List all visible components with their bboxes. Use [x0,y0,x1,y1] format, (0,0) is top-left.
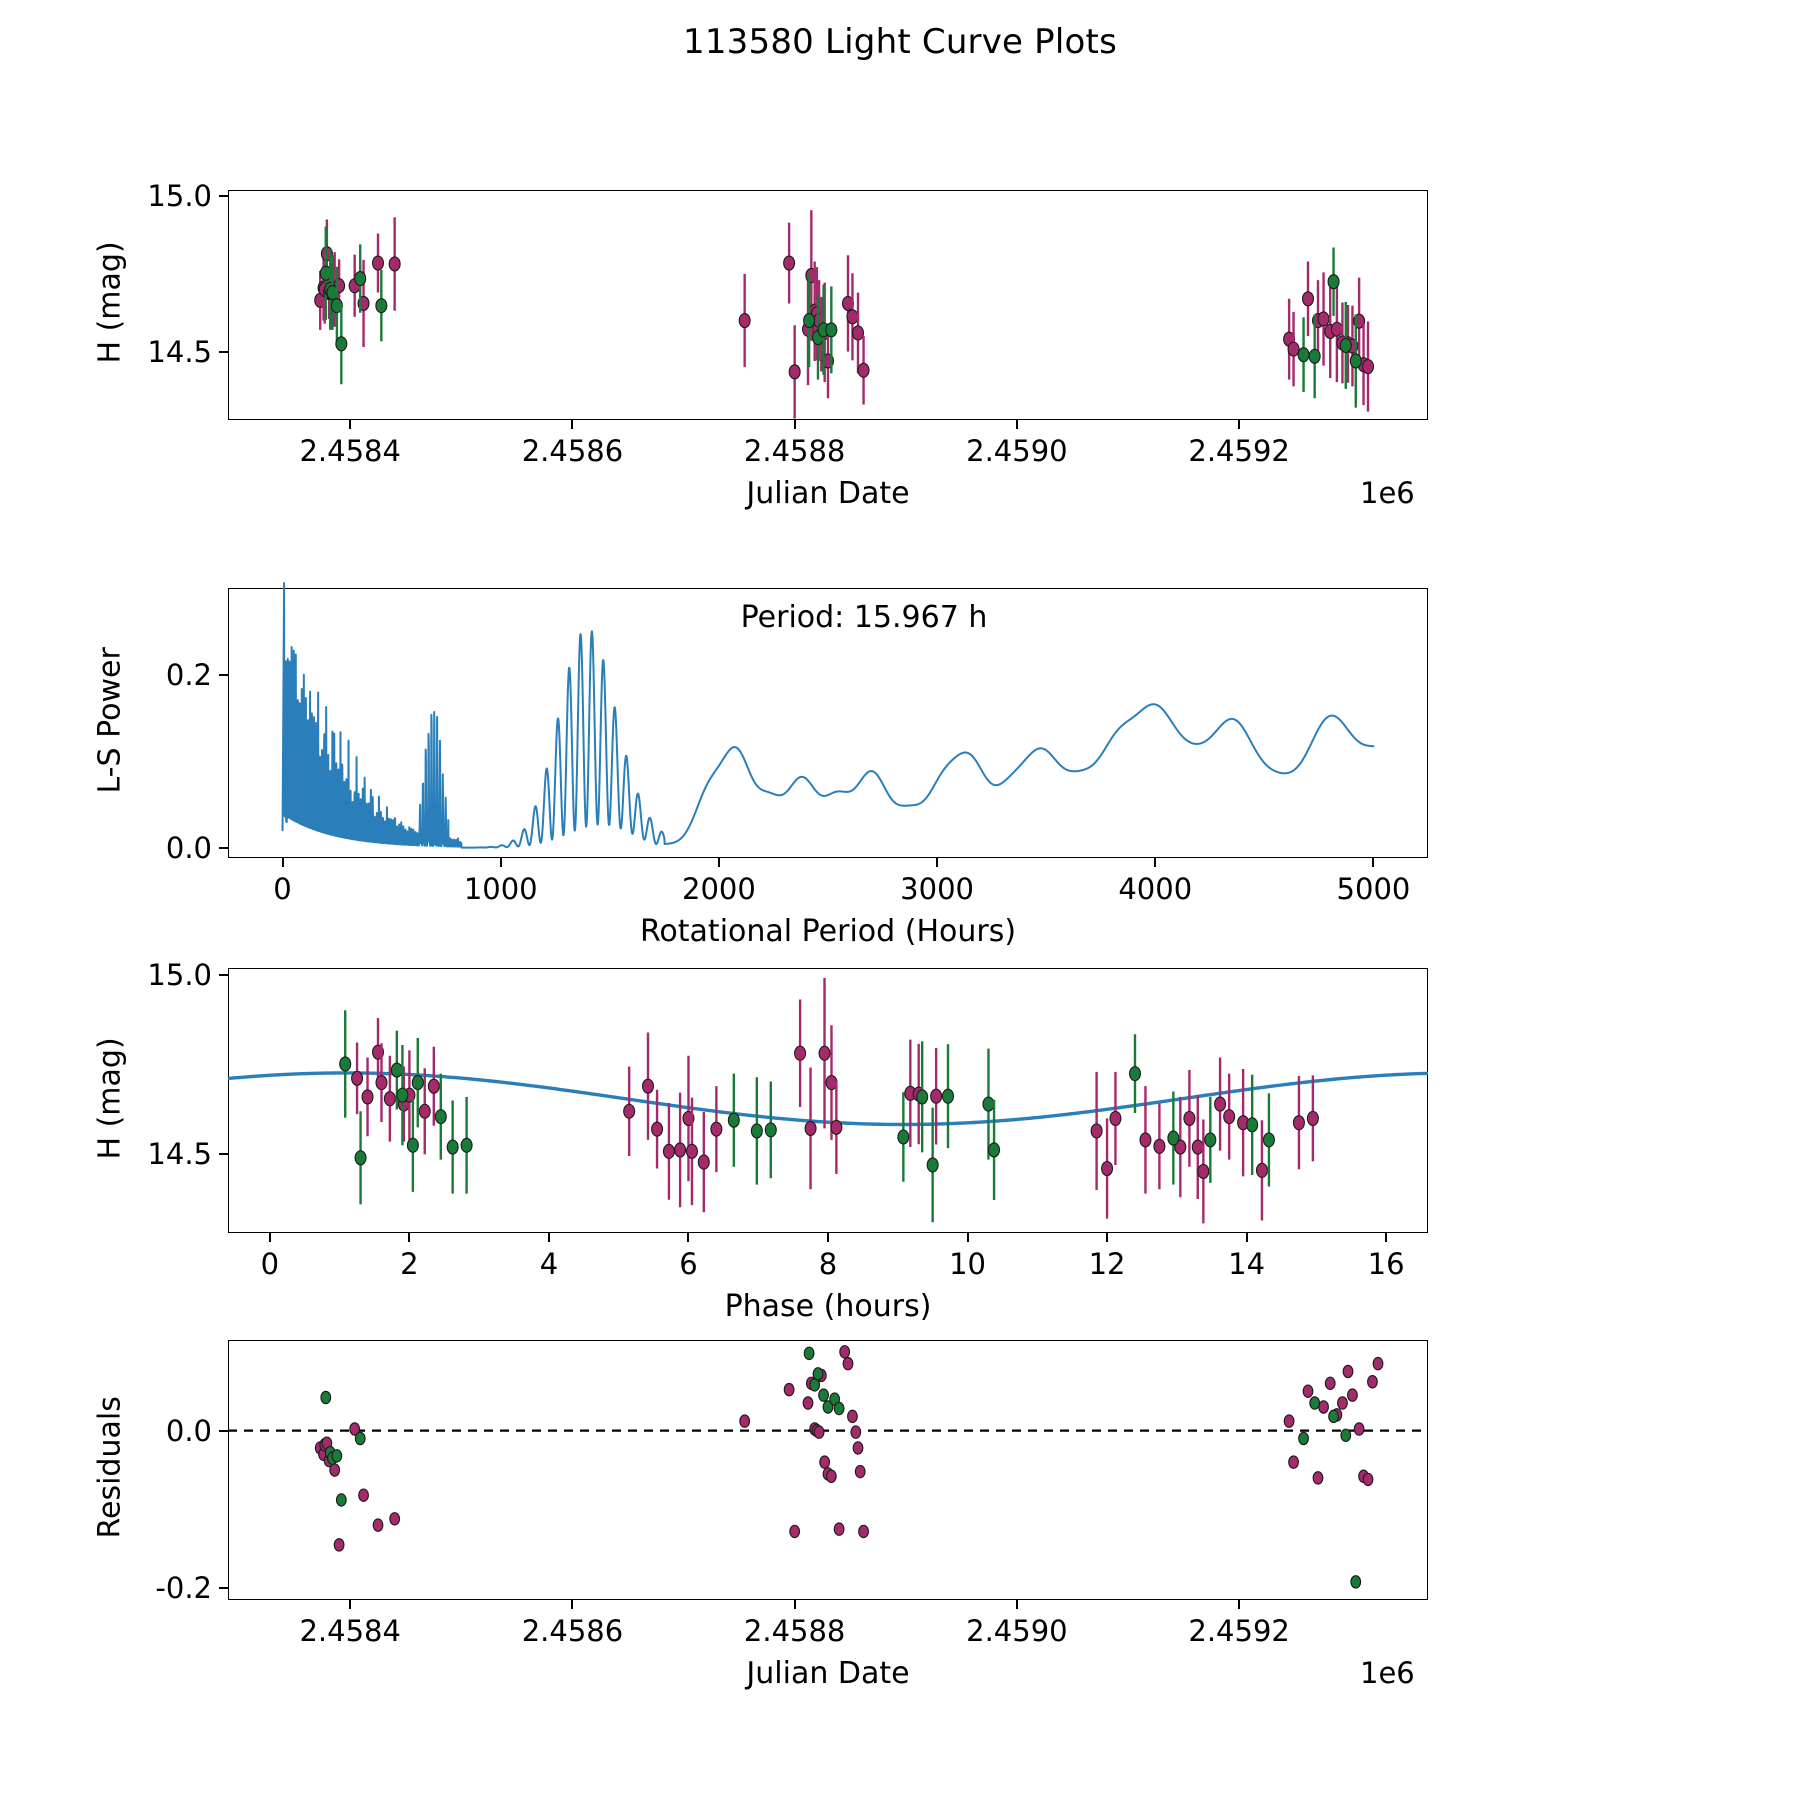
x-tick-mark [1106,1233,1109,1242]
x-tick-label-phase-folded-8: 16 [1367,1247,1405,1281]
x-tick-label-phase-folded-7: 14 [1228,1247,1266,1281]
x-tick-label-lightcurve-4: 2.4592 [1188,434,1290,468]
y-tick-mark [219,974,228,977]
x-axis-offset-lightcurve: 1e6 [1360,476,1415,510]
x-tick-label-phase-folded-3: 6 [679,1247,698,1281]
x-tick-label-periodogram-0: 0 [273,872,292,906]
x-tick-mark [349,420,352,429]
y-tick-label-periodogram-0: 0.0 [165,830,212,865]
series-series_a [314,1345,1384,1552]
x-tick-label-lightcurve-3: 2.4590 [966,434,1068,468]
x-tick-label-periodogram-1: 1000 [463,872,538,906]
x-tick-mark [1238,1600,1241,1609]
x-tick-label-phase-folded-6: 12 [1088,1247,1126,1281]
x-tick-label-periodogram-5: 5000 [1336,872,1411,906]
x-tick-mark [408,1233,411,1242]
y-tick-label-phase-folded-1: 14.5 [147,1137,212,1172]
y-axis-label-residuals: Residuals [92,1396,128,1539]
x-tick-label-periodogram-4: 4000 [1118,872,1193,906]
y-tick-label-phase-folded-0: 15.0 [147,958,212,993]
y-tick-mark [219,1429,228,1432]
x-tick-mark [499,858,502,867]
y-tick-mark [219,1153,228,1156]
x-tick-label-residuals-4: 2.4592 [1188,1614,1290,1648]
lightcurve-plot-area [314,210,1375,419]
y-tick-mark [219,195,228,198]
x-tick-label-lightcurve-2: 2.4588 [743,434,846,468]
x-tick-label-lightcurve-1: 2.4586 [521,434,624,468]
panel-periodogram [228,582,1428,858]
y-tick-mark [219,673,228,676]
y-tick-mark [219,350,228,353]
x-tick-mark [571,420,574,429]
x-tick-mark [571,1600,574,1609]
series-series_b [319,226,1362,408]
series-series_b [339,1010,1275,1223]
x-tick-label-phase-folded-2: 4 [539,1247,559,1281]
y-axis-label-lightcurve: H (mag) [92,241,128,364]
x-axis-label-lightcurve: Julian Date [746,476,910,511]
x-tick-mark [827,1233,829,1242]
y-tick-label-periodogram-1: 0.2 [165,657,212,692]
x-tick-mark [547,1233,550,1242]
x-axis-label-periodogram: Rotational Period (Hours) [639,914,1017,949]
x-tick-mark [281,858,284,867]
x-tick-label-phase-folded-5: 10 [949,1247,986,1281]
x-tick-mark [1015,420,1018,429]
y-tick-mark [219,1587,228,1590]
x-tick-label-residuals-3: 2.4590 [966,1614,1068,1648]
x-tick-label-residuals-2: 2.4588 [743,1614,846,1648]
y-tick-label-residuals-1: -0.2 [155,1571,212,1606]
x-tick-mark [349,1600,352,1609]
x-axis-label-phase-folded: Phase (hours) [724,1289,932,1324]
x-tick-mark [1154,858,1157,867]
periodogram-plot-area [281,582,1375,849]
x-tick-mark [1238,420,1241,429]
x-tick-label-phase-folded-4: 8 [818,1247,838,1281]
x-tick-label-periodogram-3: 3000 [900,872,974,906]
x-tick-mark [1245,1233,1248,1242]
x-tick-mark [936,858,939,867]
y-axis-label-phase-folded: H (mag) [92,1036,128,1159]
x-tick-label-residuals-1: 2.4586 [521,1614,624,1648]
x-tick-label-phase-folded-1: 2 [400,1247,419,1281]
y-axis-label-periodogram: L-S Power [92,647,128,794]
phase-plot-area [227,978,1429,1224]
x-tick-mark [966,1233,969,1242]
x-tick-mark [717,858,720,867]
x-tick-mark [1015,1600,1018,1609]
x-tick-label-residuals-0: 2.4584 [299,1614,401,1648]
series-series_a [314,210,1375,419]
x-tick-mark [1385,1233,1388,1242]
x-tick-label-periodogram-2: 2000 [682,872,756,906]
x-tick-mark [793,420,796,429]
y-tick-label-lightcurve-1: 14.5 [147,334,212,369]
panel-lightcurve [228,190,1428,420]
y-tick-label-residuals-0: 0.0 [165,1413,212,1448]
panel-annotation-periodogram: Period: 15.967 h [740,600,988,635]
x-axis-offset-residuals: 1e6 [1360,1656,1415,1690]
panel-phase-folded [227,968,1429,1233]
panel-residuals [228,1340,1428,1600]
x-tick-mark [1372,858,1375,867]
series-series_b [320,1346,1362,1589]
x-tick-mark [268,1233,271,1242]
page-title: 113580 Light Curve Plots [683,22,1117,62]
x-tick-label-lightcurve-0: 2.4584 [299,434,401,468]
x-axis-label-residuals: Julian Date [746,1656,910,1691]
x-tick-mark [687,1233,690,1242]
y-tick-label-lightcurve-0: 15.0 [147,179,212,214]
y-tick-mark [219,846,228,849]
residuals-plot-area [228,1345,1428,1589]
series-series_a [351,978,1319,1224]
x-tick-label-phase-folded-0: 0 [260,1247,280,1281]
x-tick-mark [793,1600,796,1609]
